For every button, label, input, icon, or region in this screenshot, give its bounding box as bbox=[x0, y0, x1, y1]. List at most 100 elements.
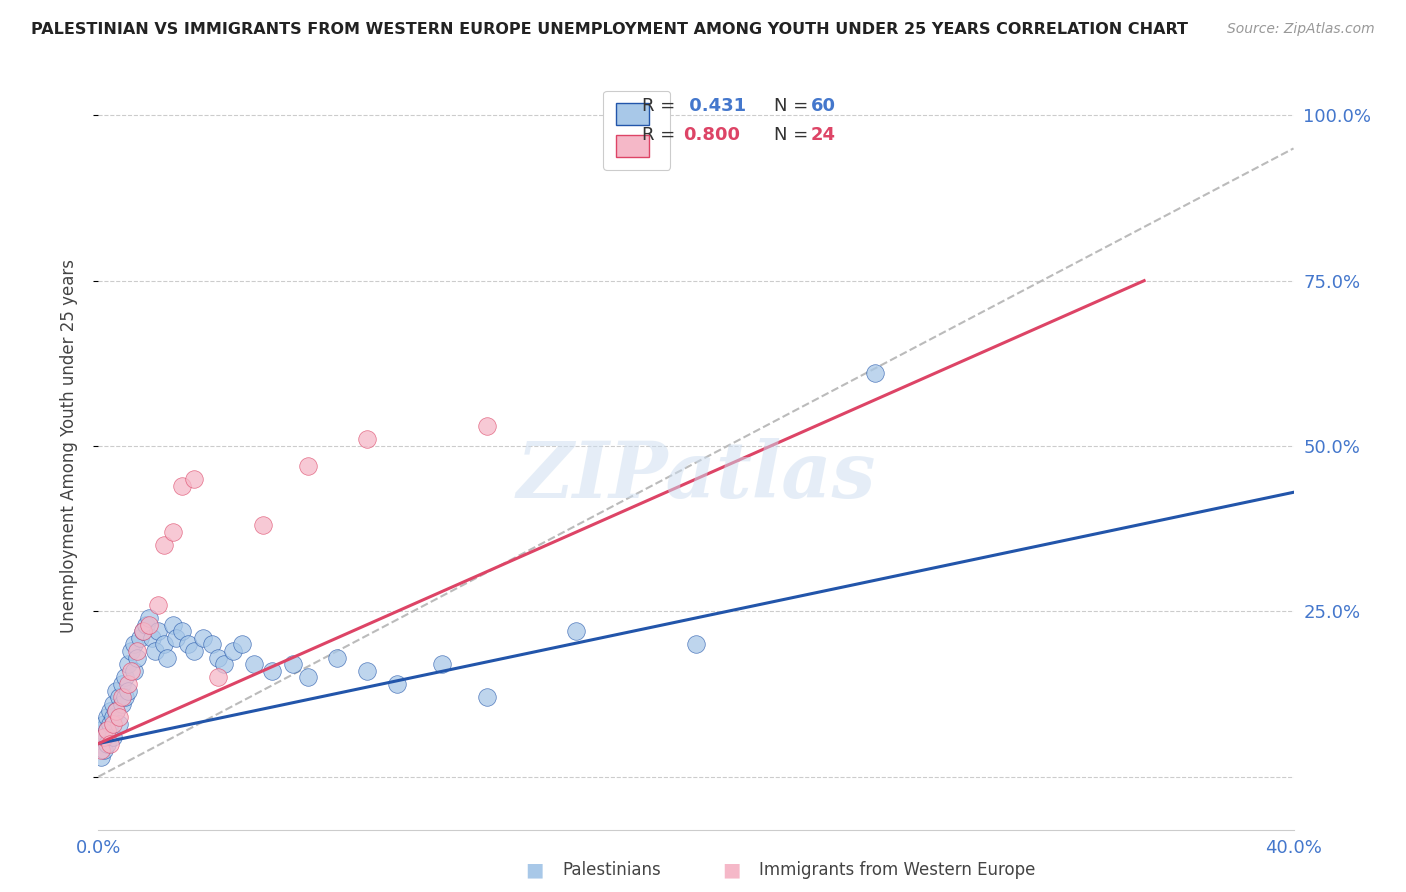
Point bbox=[430, 657, 453, 672]
Point bbox=[191, 631, 214, 645]
Point bbox=[281, 657, 304, 672]
Point bbox=[565, 624, 588, 639]
Point bbox=[103, 730, 125, 744]
Point bbox=[138, 617, 160, 632]
Point bbox=[117, 677, 139, 691]
Point bbox=[108, 690, 131, 705]
Point bbox=[103, 710, 125, 724]
Point bbox=[90, 749, 112, 764]
Point bbox=[297, 458, 319, 473]
Point bbox=[326, 650, 349, 665]
Point bbox=[475, 419, 498, 434]
Text: Source: ZipAtlas.com: Source: ZipAtlas.com bbox=[1227, 22, 1375, 37]
Point bbox=[177, 637, 200, 651]
Point bbox=[148, 598, 170, 612]
Point bbox=[297, 670, 319, 684]
Point bbox=[98, 716, 122, 731]
Point bbox=[153, 538, 176, 552]
Point bbox=[103, 716, 125, 731]
Point bbox=[90, 743, 112, 757]
Point bbox=[162, 524, 184, 539]
Point bbox=[90, 737, 112, 751]
Text: Palestinians: Palestinians bbox=[562, 861, 661, 879]
Point bbox=[143, 644, 166, 658]
Point bbox=[135, 617, 157, 632]
Point bbox=[183, 472, 205, 486]
Point bbox=[356, 664, 378, 678]
Text: N =: N = bbox=[773, 127, 808, 145]
Text: 24: 24 bbox=[811, 127, 835, 145]
Point bbox=[96, 723, 118, 738]
Point bbox=[120, 664, 142, 678]
Text: R =: R = bbox=[643, 97, 675, 115]
Point bbox=[138, 611, 160, 625]
Point bbox=[201, 637, 224, 651]
Point bbox=[207, 670, 229, 684]
Point bbox=[124, 664, 146, 678]
Point bbox=[475, 690, 498, 705]
Text: 0.800: 0.800 bbox=[683, 127, 740, 145]
Point bbox=[96, 723, 118, 738]
Text: 60: 60 bbox=[811, 97, 835, 115]
Point bbox=[148, 624, 170, 639]
Point bbox=[141, 631, 163, 645]
Text: 0.431: 0.431 bbox=[683, 97, 747, 115]
Point bbox=[252, 518, 274, 533]
Text: R =: R = bbox=[643, 127, 675, 145]
Point bbox=[165, 631, 187, 645]
Point bbox=[124, 637, 146, 651]
Point bbox=[260, 664, 283, 678]
Point bbox=[183, 644, 205, 658]
Point bbox=[108, 716, 131, 731]
Point bbox=[114, 670, 136, 684]
Point bbox=[117, 683, 139, 698]
Point bbox=[222, 644, 245, 658]
Point bbox=[114, 690, 136, 705]
Point bbox=[105, 704, 128, 718]
Point bbox=[105, 683, 128, 698]
Point bbox=[108, 710, 131, 724]
Point bbox=[132, 624, 155, 639]
Point bbox=[93, 743, 115, 757]
Text: Immigrants from Western Europe: Immigrants from Western Europe bbox=[759, 861, 1036, 879]
Point bbox=[127, 650, 149, 665]
Text: ZIPatlas: ZIPatlas bbox=[516, 439, 876, 515]
Point bbox=[120, 644, 142, 658]
Legend: , : , bbox=[603, 91, 671, 169]
Point bbox=[127, 644, 149, 658]
Point bbox=[93, 730, 115, 744]
Text: ■: ■ bbox=[721, 860, 741, 880]
Text: ■: ■ bbox=[524, 860, 544, 880]
Point bbox=[172, 478, 194, 492]
Point bbox=[356, 433, 378, 447]
Point bbox=[132, 624, 155, 639]
Point bbox=[111, 690, 134, 705]
Point bbox=[117, 657, 139, 672]
Point bbox=[865, 366, 887, 380]
Point bbox=[153, 637, 176, 651]
Point bbox=[98, 737, 122, 751]
Point bbox=[685, 637, 707, 651]
Point bbox=[207, 650, 229, 665]
Point bbox=[129, 631, 152, 645]
Point bbox=[156, 650, 179, 665]
Point bbox=[98, 704, 122, 718]
Point bbox=[90, 723, 112, 738]
Point bbox=[93, 716, 115, 731]
Y-axis label: Unemployment Among Youth under 25 years: Unemployment Among Youth under 25 years bbox=[59, 259, 77, 633]
Point bbox=[105, 704, 128, 718]
Point bbox=[96, 737, 118, 751]
Point bbox=[243, 657, 266, 672]
Point bbox=[96, 710, 118, 724]
Text: N =: N = bbox=[773, 97, 808, 115]
Point bbox=[93, 730, 115, 744]
Point bbox=[231, 637, 253, 651]
Point bbox=[172, 624, 194, 639]
Point bbox=[162, 617, 184, 632]
Point bbox=[385, 677, 409, 691]
Point bbox=[212, 657, 235, 672]
Point bbox=[111, 697, 134, 711]
Point bbox=[111, 677, 134, 691]
Text: PALESTINIAN VS IMMIGRANTS FROM WESTERN EUROPE UNEMPLOYMENT AMONG YOUTH UNDER 25 : PALESTINIAN VS IMMIGRANTS FROM WESTERN E… bbox=[31, 22, 1188, 37]
Point bbox=[103, 697, 125, 711]
